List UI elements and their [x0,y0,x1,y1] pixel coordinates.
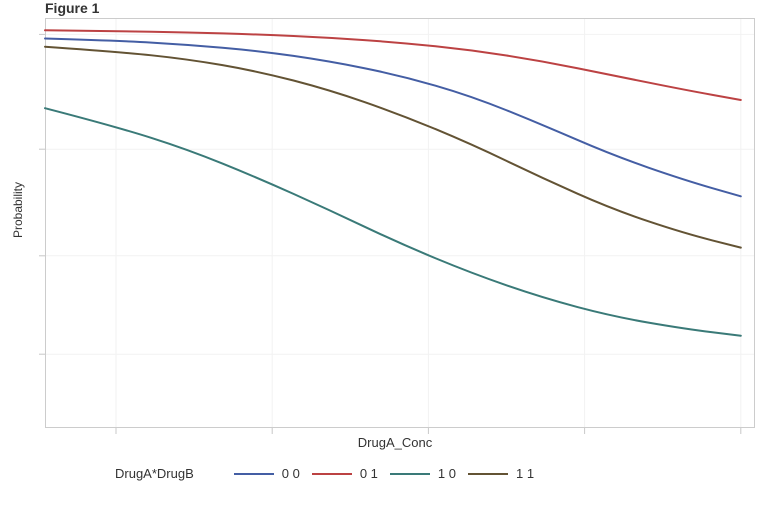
legend: DrugA*DrugB 0 0 0 1 1 0 1 1 [115,466,546,481]
legend-item-01: 0 1 [312,466,378,481]
legend-label-11: 1 1 [516,466,534,481]
x-axis-label: DrugA_Conc [358,435,432,450]
chart-title: Figure 1 [45,0,99,16]
legend-item-00: 0 0 [234,466,300,481]
chart-container: Figure 1 Probability DrugA_Conc DrugA*Dr… [0,0,780,528]
legend-swatch-01 [312,473,352,475]
legend-title: DrugA*DrugB [115,466,194,481]
y-axis-label: Probability [11,182,25,238]
legend-item-11: 1 1 [468,466,534,481]
series-00 [45,39,741,197]
legend-label-01: 0 1 [360,466,378,481]
series-11 [45,47,741,248]
legend-swatch-00 [234,473,274,475]
legend-swatch-10 [390,473,430,475]
series-01 [45,30,741,100]
legend-swatch-11 [468,473,508,475]
series-10 [45,108,741,336]
legend-label-10: 1 0 [438,466,456,481]
plot-area [45,18,755,428]
legend-item-10: 1 0 [390,466,456,481]
legend-label-00: 0 0 [282,466,300,481]
